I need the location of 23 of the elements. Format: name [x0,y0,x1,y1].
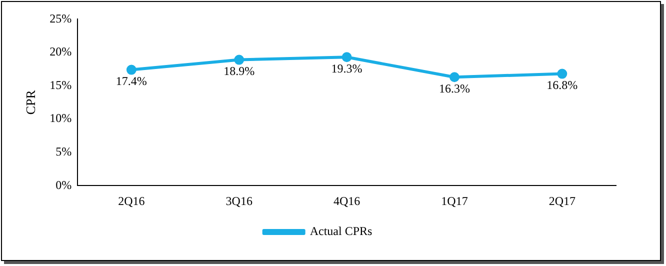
y-axis-title: CPR [23,90,38,115]
data-label: 18.9% [224,64,255,78]
data-label: 16.8% [546,78,578,92]
data-label: 16.3% [438,81,470,96]
y-tick-label: 0% [56,178,72,192]
legend-label: Actual CPRs [310,224,372,238]
point [342,52,352,62]
data-label: 19.3% [331,61,362,76]
x-tick-label: 4Q16 [333,194,360,208]
point [126,64,136,75]
point [449,72,460,82]
y-tick-label: 25% [50,11,72,26]
y-tick-label: 15% [50,78,72,92]
y-tick-label: 5% [56,144,72,158]
x-tick-label: 1Q17 [441,194,468,208]
point [234,54,244,65]
point [557,68,568,79]
y-tick-label: 10% [50,111,72,126]
x-tick-label: 3Q16 [226,194,252,208]
y-tick-label: 20% [50,44,72,59]
x-tick-label: 2Q16 [118,194,145,208]
x-tick-label: 2Q17 [548,194,576,208]
data-label: 17.4% [116,74,147,88]
